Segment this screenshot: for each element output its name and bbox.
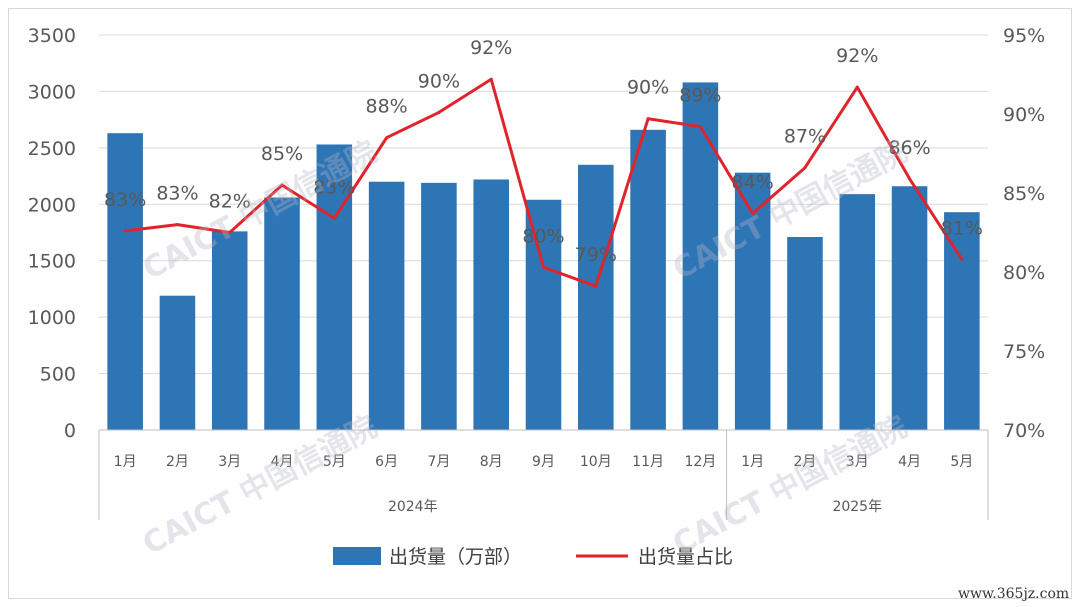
- bar-series: [107, 82, 980, 431]
- legend-line-label: 出货量占比: [638, 546, 733, 568]
- line-point: [175, 223, 179, 227]
- line-point: [908, 177, 912, 181]
- x-tick-label: 6月: [375, 454, 398, 470]
- bar: [211, 231, 248, 430]
- line-data-label: 86%: [888, 137, 930, 159]
- line-point: [960, 257, 964, 261]
- x-tick-label: 2月: [166, 454, 189, 470]
- line-point: [855, 85, 859, 89]
- bar: [630, 129, 666, 431]
- x-axis: 1月 2月 3月 4月 5月 6月 7月 8月 9月 10月 11月 12月 2024年 1月 2月 3月 4月…: [98, 429, 989, 520]
- line-point: [803, 166, 807, 170]
- x-tick-label: 5月: [950, 454, 973, 470]
- bar: [368, 181, 405, 430]
- line-point: [751, 212, 755, 216]
- y-left-tick-label: 3000: [28, 81, 76, 103]
- line-series: [123, 77, 964, 288]
- bar: [787, 237, 823, 430]
- line-data-label: 85%: [261, 143, 303, 165]
- x-tick-label: 11月: [632, 454, 664, 470]
- y-right-tick-label: 95%: [1003, 25, 1045, 47]
- line-data-label: 83%: [104, 189, 146, 211]
- legend-bar-swatch: [333, 547, 381, 565]
- line-point: [646, 117, 650, 121]
- line-data-label: 79%: [575, 244, 617, 266]
- bar: [734, 172, 771, 430]
- line-data-label: 88%: [366, 96, 408, 118]
- y-right-tick-label: 85%: [1003, 183, 1045, 205]
- line-data-label: 87%: [784, 126, 826, 148]
- legend: 出货量（万部） 出货量占比: [333, 546, 733, 568]
- legend-bar-label: 出货量（万部）: [389, 546, 522, 568]
- y-left-tick-label: 1000: [28, 307, 76, 329]
- line-data-label: 80%: [522, 225, 564, 247]
- bar: [316, 144, 353, 430]
- bar: [473, 179, 509, 430]
- watermark-text: CAICT 中国信通院: [667, 409, 912, 562]
- line-data-labels: 83% 83% 82% 85% 83% 88% 90% 92% 80% 79% 90% 89% 84% 8…: [104, 37, 983, 266]
- x-group-label: 2025年: [832, 499, 882, 515]
- x-tick-label: 4月: [271, 454, 294, 470]
- bar: [891, 186, 928, 430]
- y-left-tick-label: 2500: [28, 138, 76, 160]
- line-point: [698, 125, 702, 129]
- x-tick-label: 4月: [898, 454, 921, 470]
- x-tick-label: 5月: [323, 454, 346, 470]
- x-group-label: 2024年: [388, 499, 438, 515]
- line-data-label: 90%: [627, 77, 669, 99]
- bar: [421, 182, 457, 430]
- line-point: [228, 231, 232, 234]
- y-right-tick-label: 90%: [1003, 104, 1045, 126]
- y-left-tick-label: 0: [64, 420, 76, 442]
- line-point: [332, 216, 336, 220]
- line-data-label: 83%: [313, 176, 355, 198]
- bar: [264, 197, 300, 430]
- bar: [839, 194, 876, 430]
- line-data-label: 84%: [732, 172, 774, 194]
- y-right-tick-label: 70%: [1003, 420, 1045, 442]
- line-point: [437, 110, 441, 114]
- line-data-label: 82%: [209, 191, 251, 213]
- bar: [159, 295, 196, 430]
- line-data-label: 83%: [156, 183, 198, 205]
- y-left-tick-label: 1500: [28, 251, 76, 273]
- bar: [578, 164, 614, 431]
- line-point: [280, 183, 284, 187]
- x-tick-label: 12月: [684, 454, 716, 470]
- y-right-tick-label: 75%: [1003, 341, 1045, 363]
- line-point: [123, 229, 127, 233]
- x-tick-label: 10月: [580, 454, 612, 470]
- x-tick-label: 1月: [114, 454, 137, 470]
- bar: [944, 212, 980, 430]
- line-data-label: 81%: [941, 217, 983, 239]
- y-right-tick-label: 80%: [1003, 262, 1045, 284]
- y-axis-right: 70% 75% 80% 85% 90% 95%: [1003, 25, 1045, 442]
- y-left-tick-label: 3500: [28, 25, 76, 47]
- line-data-label: 92%: [470, 37, 512, 59]
- site-label: www.365jz.com: [958, 586, 1069, 602]
- line-point: [594, 284, 598, 288]
- bar: [682, 82, 719, 431]
- line-data-label: 90%: [418, 70, 460, 92]
- x-tick-label: 3月: [218, 454, 241, 470]
- y-left-tick-label: 500: [40, 364, 76, 386]
- line-data-label: 92%: [836, 45, 878, 67]
- x-tick-label: 1月: [741, 454, 764, 470]
- bar: [525, 199, 562, 430]
- x-tick-label: 9月: [532, 454, 555, 470]
- watermark-text: CAICT 中国信通院: [137, 409, 382, 562]
- line-point: [489, 77, 493, 81]
- bar: [107, 133, 143, 430]
- x-tick-label: 3月: [846, 454, 869, 470]
- x-tick-label: 7月: [427, 454, 450, 470]
- y-axis-left: 0 500 1000 1500 2000 2500 3000 3500: [28, 25, 76, 442]
- x-tick-label: 8月: [480, 454, 503, 470]
- line-point: [385, 136, 389, 140]
- line-point: [542, 265, 545, 269]
- line-data-label: 89%: [679, 85, 721, 107]
- y-left-tick-label: 2000: [28, 194, 76, 216]
- x-tick-label: 2月: [794, 454, 817, 470]
